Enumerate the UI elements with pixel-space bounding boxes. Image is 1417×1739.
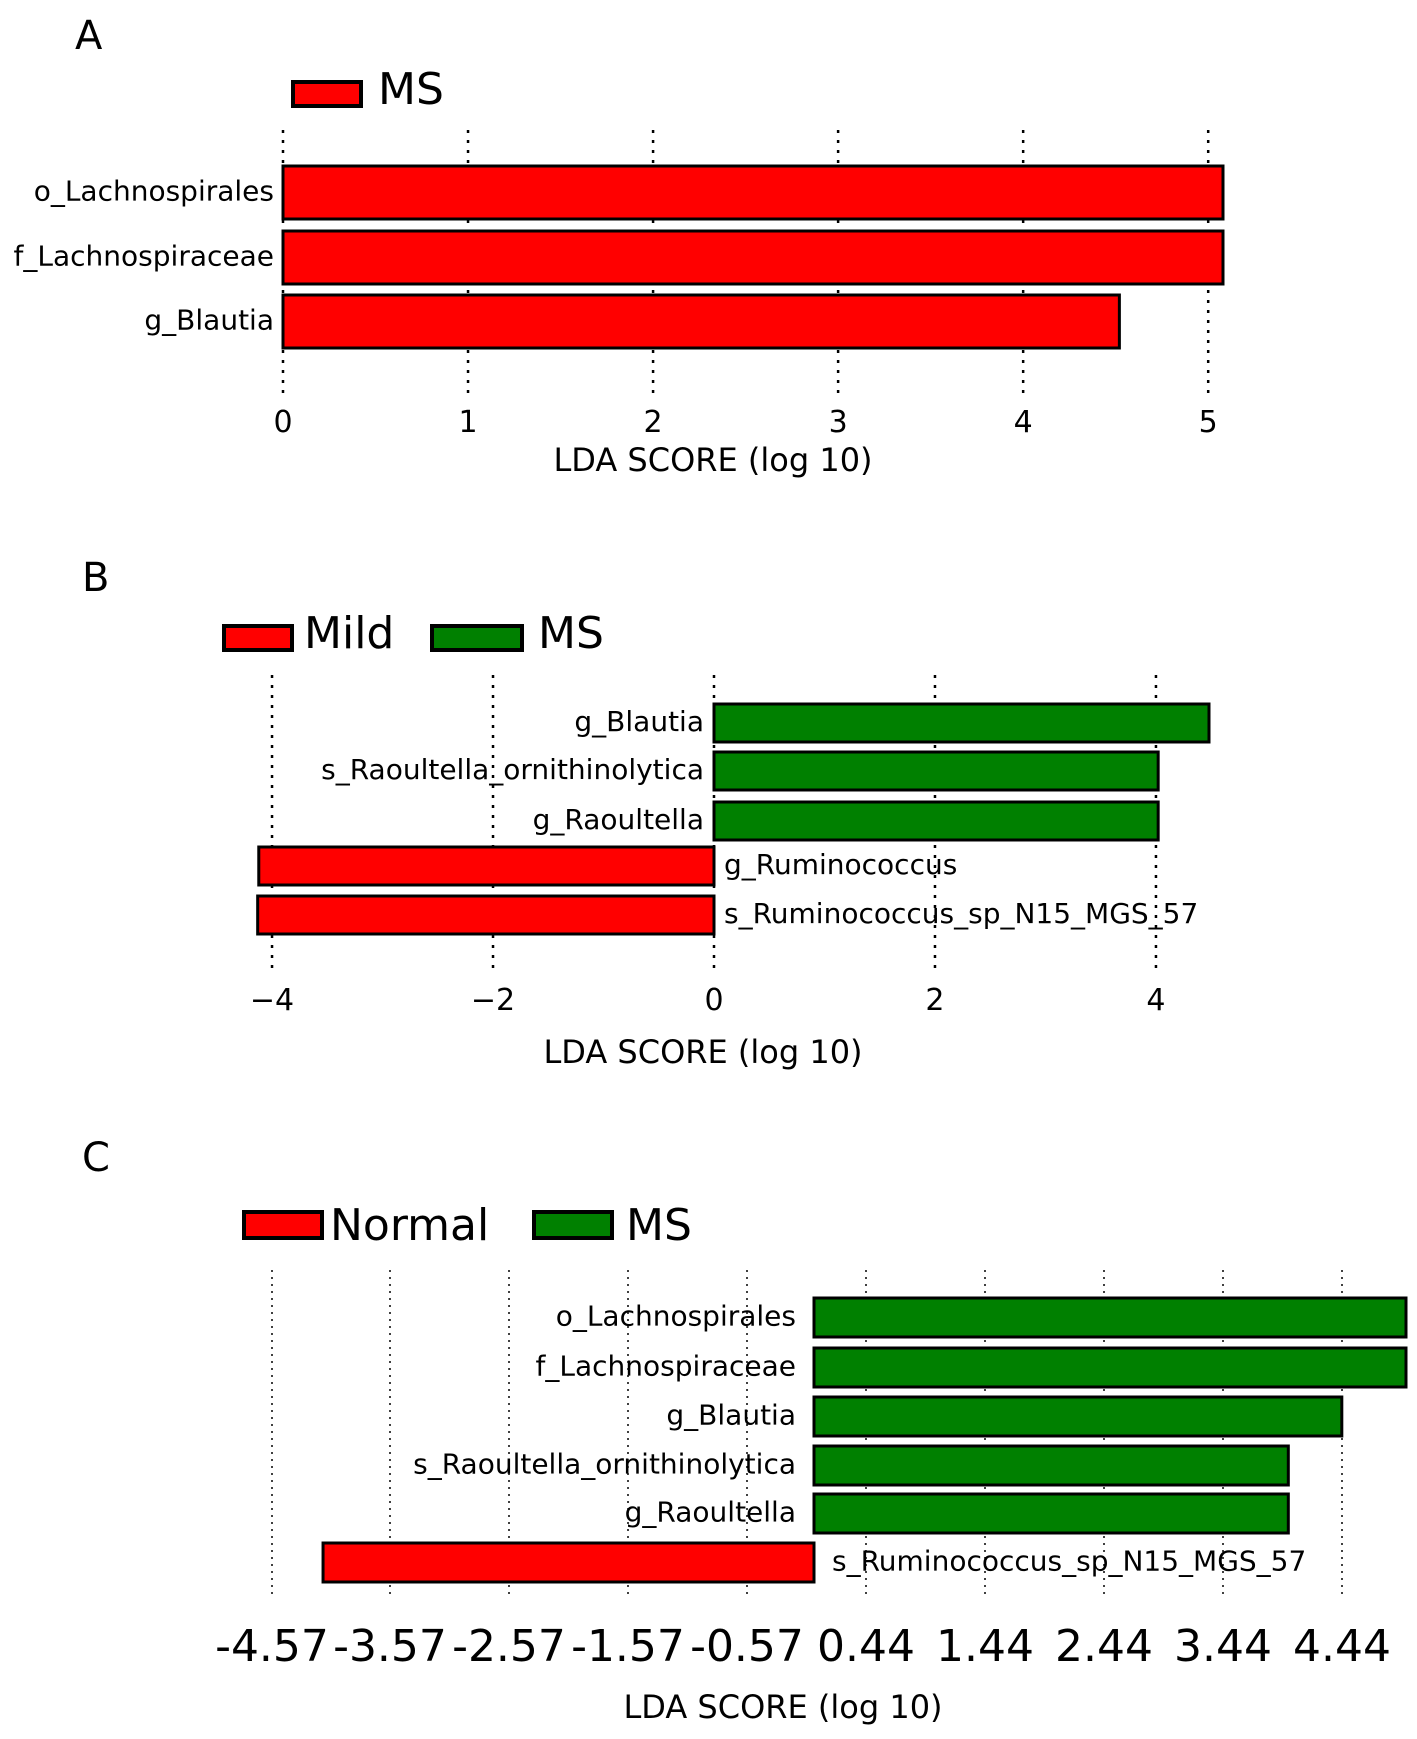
x-tick-label: −2 [471, 983, 515, 1018]
x-axis-label: LDA SCORE (log 10) [543, 1033, 862, 1071]
x-tick-label: 2.44 [1055, 1621, 1153, 1672]
x-tick-label: 5 [1199, 405, 1218, 440]
legend-label-normal: Normal [330, 1200, 489, 1251]
bar-s-ruminococcus-sp-n15-mgs-57 [256, 894, 716, 936]
bar-o-lachnospirales [812, 1296, 1408, 1339]
bar-g-raoultella [812, 1492, 1290, 1535]
category-label: s_Ruminococcus_sp_N15_MGS_57 [832, 1545, 1306, 1578]
panel-label: B [82, 555, 109, 601]
x-tick-label: 0 [273, 405, 292, 440]
panel-c: C Normal MS o_Lachnospirales f_Lachnospirace… [82, 1135, 1408, 1726]
legend-swatch-ms [532, 1210, 614, 1240]
x-tick-label: -3.57 [333, 1621, 447, 1672]
category-label: f_Lachnospiraceae [14, 240, 274, 273]
category-label: g_Blautia [574, 705, 704, 738]
bar-g-blautia [812, 1395, 1344, 1438]
category-label: g_Raoultella [533, 803, 704, 836]
x-tick-label: -1.57 [571, 1621, 685, 1672]
legend-swatch-ms [430, 624, 524, 652]
x-tick-label: 2 [925, 983, 944, 1018]
bar-g-raoultella [712, 800, 1160, 842]
x-tick-label: 0.44 [817, 1621, 915, 1672]
legend-label-ms: MS [626, 1200, 692, 1251]
x-tick-label: −4 [250, 983, 294, 1018]
legend-label-mild: Mild [304, 608, 394, 659]
bar-g-blautia [712, 702, 1211, 744]
category-label: g_Blautia [144, 304, 274, 337]
bar-s-ruminococcus-sp-n15-mgs-57 [321, 1541, 816, 1584]
panel-b: B Mild MS g_Blautia s_Raoultella_ornithinoly… [82, 555, 1211, 1071]
panel-label: A [75, 13, 103, 59]
category-label: f_Lachnospiraceae [536, 1350, 796, 1383]
x-tick-label: -2.57 [452, 1621, 566, 1672]
x-tick-label: 1 [458, 405, 477, 440]
bar-g-blautia [281, 293, 1121, 350]
legend-swatch-normal [242, 1210, 324, 1240]
x-tick-label: 2 [644, 405, 663, 440]
x-tick-label: 1.44 [936, 1621, 1034, 1672]
legend-label-ms: MS [538, 608, 604, 659]
bar-f-lachnospiraceae [281, 229, 1225, 286]
bar-g-ruminococcus [257, 845, 716, 887]
x-tick-label: 0 [704, 983, 723, 1018]
legend-label-ms: MS [378, 64, 444, 115]
category-label: s_Raoultella_ornithinolytica [321, 753, 704, 786]
bar-o-lachnospirales [281, 164, 1225, 221]
x-tick-label: 4 [1014, 405, 1033, 440]
category-label: o_Lachnospirales [556, 1300, 796, 1333]
legend-swatch-mild [222, 624, 294, 652]
x-tick-label: 4.44 [1293, 1621, 1391, 1672]
category-label: o_Lachnospirales [34, 175, 274, 208]
x-tick-label: -4.57 [215, 1621, 329, 1672]
x-tick-label: 3 [829, 405, 848, 440]
category-label: g_Ruminococcus [724, 848, 957, 881]
bar-s-raoultella-ornithinolytica [812, 1444, 1290, 1487]
x-tick-label: 3.44 [1174, 1621, 1272, 1672]
x-axis-label: LDA SCORE (log 10) [623, 1688, 942, 1726]
panel-a: A MS o_Lachnospirales f_Lachnospiraceae g_Bl… [14, 13, 1225, 479]
category-label: s_Raoultella_ornithinolytica [413, 1448, 796, 1481]
panel-label: C [82, 1135, 110, 1181]
category-label: g_Blautia [666, 1399, 796, 1432]
x-tick-label: 4 [1146, 983, 1165, 1018]
bar-s-raoultella-ornithinolytica [712, 750, 1160, 792]
bar-f-lachnospiraceae [812, 1346, 1408, 1389]
legend-swatch-ms [291, 80, 363, 108]
x-axis-label: LDA SCORE (log 10) [553, 441, 872, 479]
category-label: s_Ruminococcus_sp_N15_MGS_57 [724, 897, 1198, 930]
category-label: g_Raoultella [625, 1496, 796, 1529]
x-tick-label: -0.57 [690, 1621, 804, 1672]
